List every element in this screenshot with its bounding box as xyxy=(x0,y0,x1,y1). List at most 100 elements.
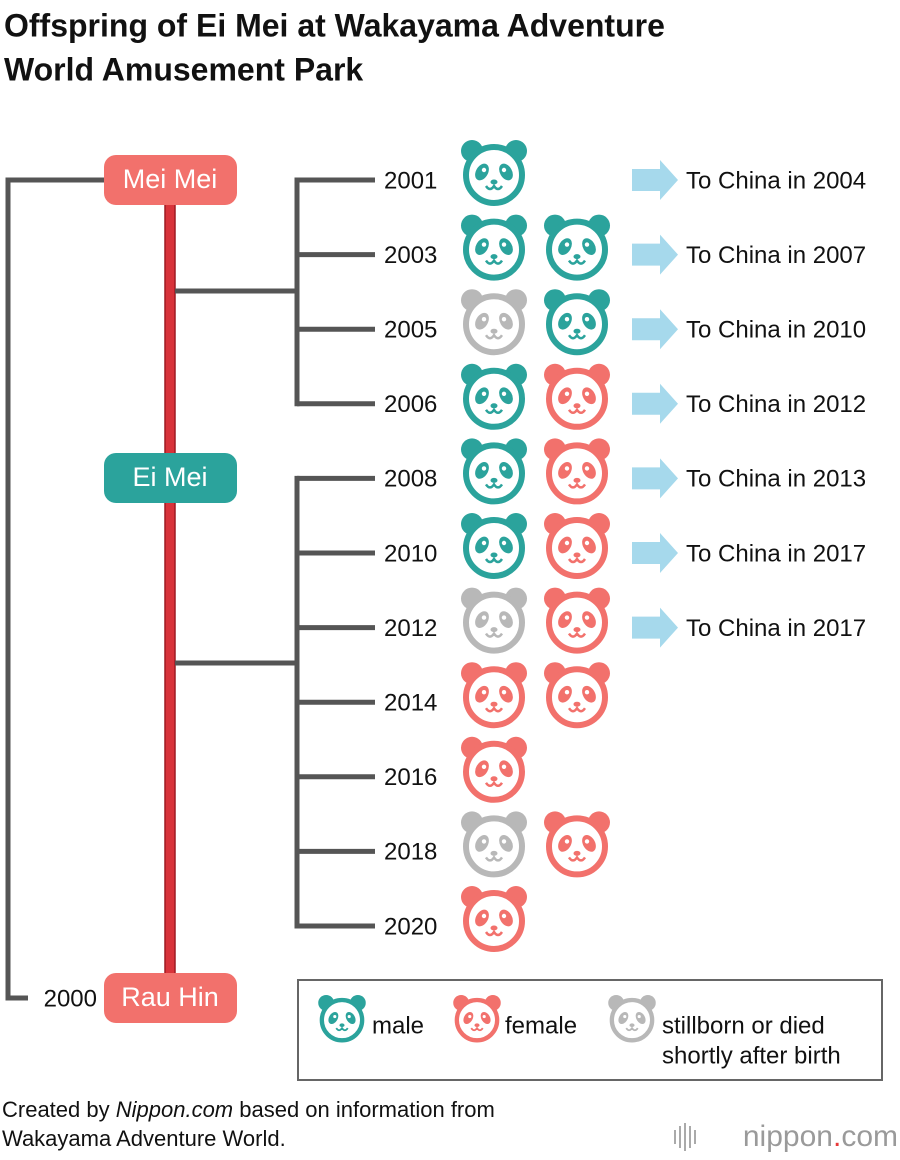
year-label: 2008 xyxy=(384,466,437,493)
eye-patch xyxy=(499,536,513,554)
mouth xyxy=(567,556,587,564)
arrow xyxy=(632,383,678,424)
credit: Created by Nippon.com based on informati… xyxy=(2,1097,495,1122)
eye xyxy=(481,391,487,396)
arrow xyxy=(632,458,678,499)
eye-patch xyxy=(558,536,572,554)
eye xyxy=(481,615,487,620)
year-label: 2001 xyxy=(384,167,437,194)
face xyxy=(463,517,525,579)
father-line xyxy=(164,199,176,981)
mouth xyxy=(484,183,504,191)
panda-icon xyxy=(461,886,527,952)
arrow xyxy=(632,309,678,350)
eye-patch xyxy=(475,909,489,927)
face xyxy=(463,293,525,356)
nose xyxy=(490,850,498,856)
mouth xyxy=(484,556,504,564)
eye xyxy=(623,1014,627,1019)
panda-icon xyxy=(461,214,527,281)
mouth xyxy=(484,332,504,340)
panda-icon xyxy=(544,289,610,356)
panda-icon xyxy=(544,438,610,505)
face xyxy=(546,666,608,729)
face xyxy=(609,997,655,1043)
eye-patch xyxy=(475,387,489,405)
mother-name: Rau Hin xyxy=(121,982,219,1012)
note: To China in 2017 xyxy=(686,615,866,642)
eye xyxy=(564,540,570,546)
eye xyxy=(481,839,487,844)
eye-patch xyxy=(475,760,489,778)
arrow xyxy=(632,607,678,648)
eye-patch xyxy=(582,462,596,479)
eye xyxy=(501,167,507,173)
eye xyxy=(637,1014,641,1019)
logo-part: com xyxy=(841,1120,898,1153)
eye xyxy=(564,317,570,322)
face xyxy=(319,997,365,1043)
face xyxy=(463,367,525,430)
eye-patch xyxy=(582,611,596,628)
mouth xyxy=(484,407,504,415)
eye xyxy=(481,242,487,247)
eye-patch xyxy=(582,685,596,703)
face xyxy=(454,997,500,1043)
nose xyxy=(490,403,498,409)
eye-patch xyxy=(328,1011,339,1025)
eye xyxy=(584,317,590,322)
logo: nippon.com xyxy=(743,1120,898,1153)
panda-icon xyxy=(544,513,610,579)
panda-icon xyxy=(544,662,610,729)
note: To China in 2010 xyxy=(686,317,866,344)
eye-patch xyxy=(499,163,513,181)
panda-icon xyxy=(544,363,610,430)
eye-patch xyxy=(558,835,572,852)
eye xyxy=(564,391,570,396)
nose xyxy=(629,1023,635,1027)
nose xyxy=(490,776,498,782)
credit-part: Created by xyxy=(2,1097,116,1122)
eye-patch xyxy=(635,1011,646,1025)
arrow xyxy=(632,234,678,275)
panda-icon xyxy=(544,587,610,654)
mouth xyxy=(335,1026,349,1032)
mouth xyxy=(484,631,504,638)
eye xyxy=(501,913,507,919)
eye-patch xyxy=(475,238,489,255)
nose xyxy=(490,701,498,707)
eye xyxy=(584,466,590,471)
nose xyxy=(490,627,498,633)
panda-icon xyxy=(461,363,527,430)
legend-label: shortly after birth xyxy=(662,1042,841,1069)
face xyxy=(546,442,608,505)
eye xyxy=(564,466,570,471)
face xyxy=(546,367,608,430)
mouth xyxy=(484,780,504,788)
mouth xyxy=(470,1026,484,1032)
eye-patch xyxy=(499,909,513,927)
eye xyxy=(501,615,507,620)
panda-icon xyxy=(318,994,366,1043)
eye-patch xyxy=(558,312,572,330)
year-label: 2006 xyxy=(384,391,437,418)
eye xyxy=(564,839,570,844)
mouth xyxy=(567,407,587,415)
mouth xyxy=(484,482,504,489)
year-label: 2014 xyxy=(384,690,437,717)
eye xyxy=(564,690,570,695)
eye-patch xyxy=(475,536,489,554)
nose xyxy=(573,552,581,558)
legend-label: male xyxy=(372,1012,424,1039)
face xyxy=(546,293,608,356)
eye xyxy=(482,1014,486,1019)
year-label: 2020 xyxy=(384,913,437,940)
year-label: 2000 xyxy=(44,985,97,1012)
face xyxy=(463,890,525,952)
face xyxy=(546,218,608,281)
eye xyxy=(481,167,487,173)
eye xyxy=(584,391,590,396)
eye xyxy=(333,1014,337,1019)
eye-patch xyxy=(480,1011,491,1025)
